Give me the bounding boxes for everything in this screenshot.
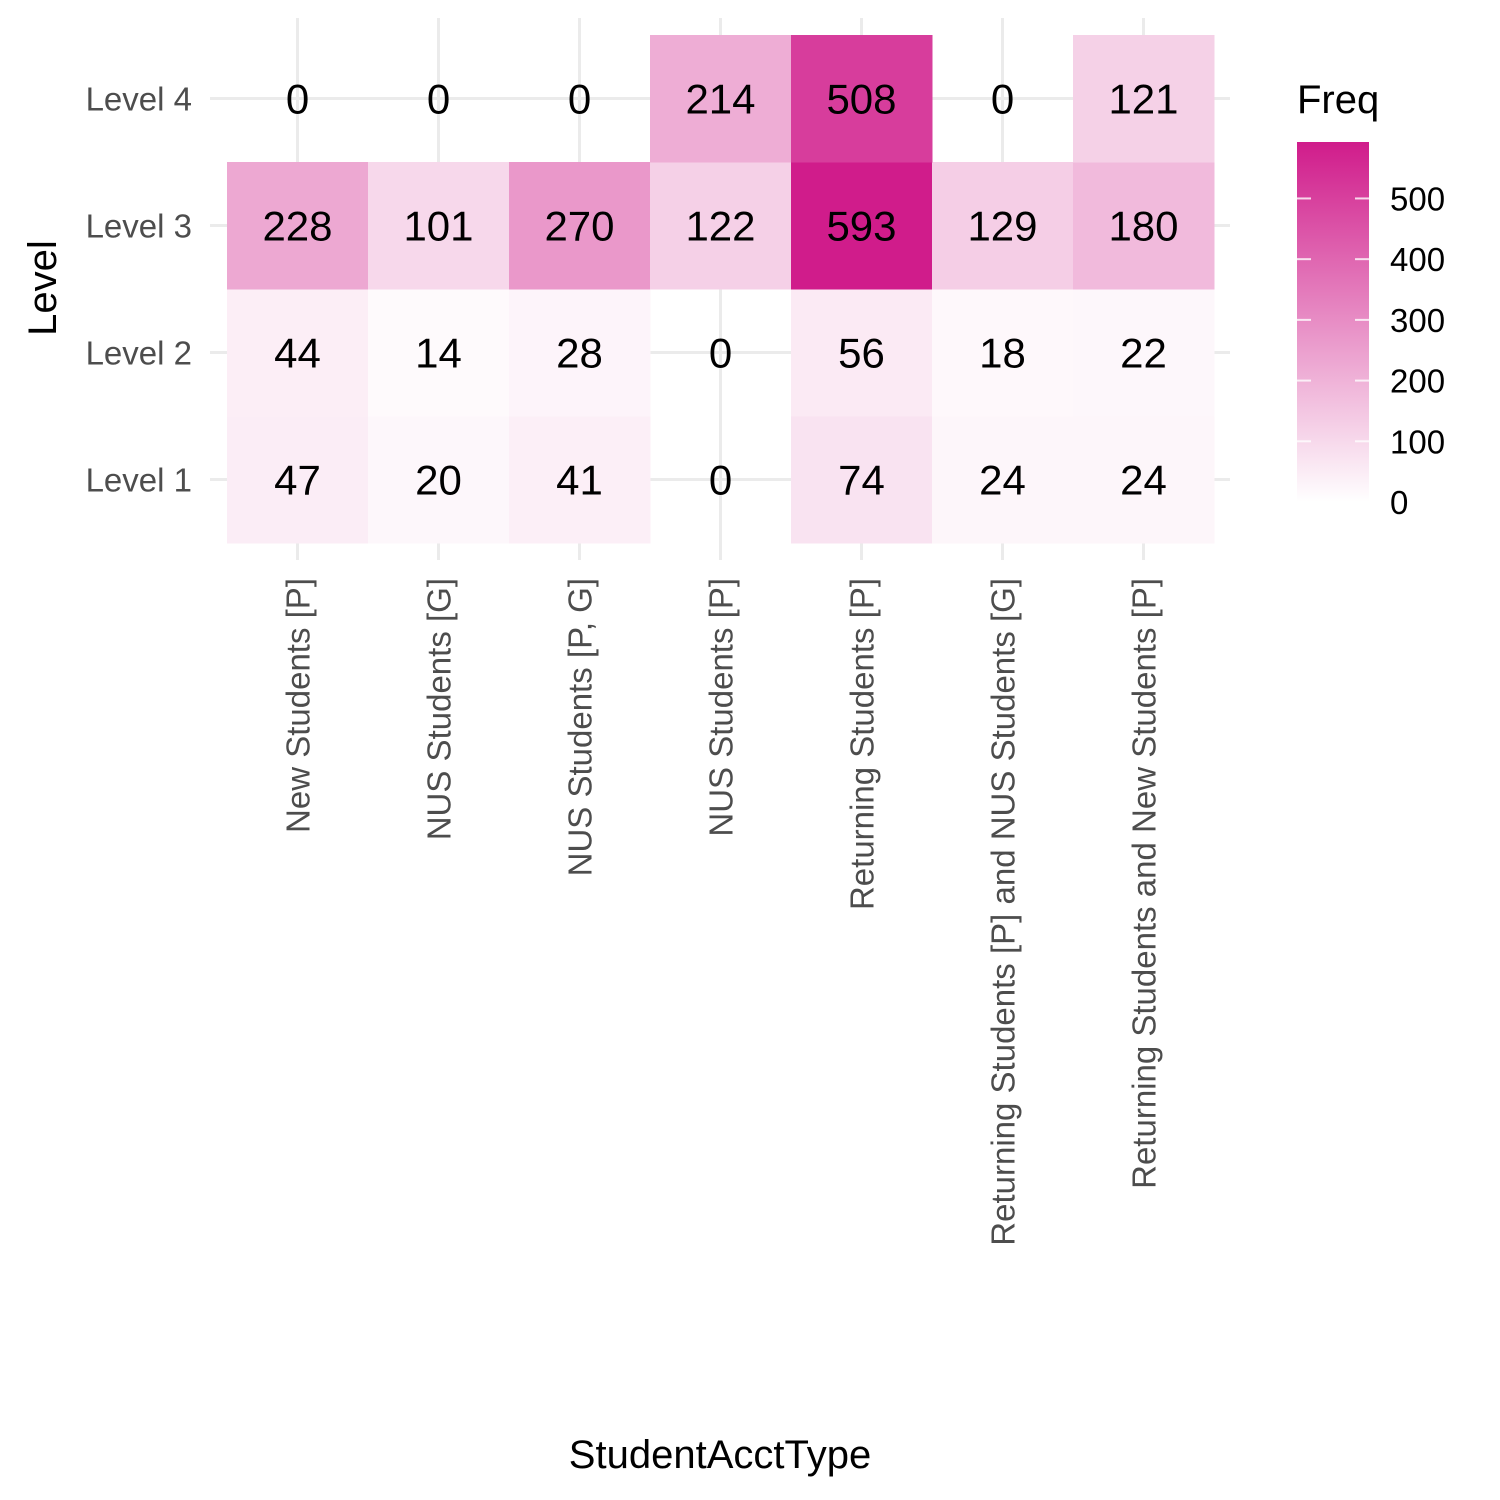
cell-value-label: 24 <box>1120 457 1167 504</box>
x-axis-title: StudentAcctType <box>569 1433 871 1477</box>
cell-value-label: 0 <box>709 330 732 377</box>
cell-value-label: 18 <box>979 330 1026 377</box>
heatmap-cell <box>1073 35 1215 163</box>
heatmap-cell <box>509 416 651 544</box>
heatmap-cell <box>1073 289 1215 417</box>
cell-value-label: 44 <box>274 330 321 377</box>
heatmap-cell <box>509 162 651 290</box>
cell-value-label: 0 <box>286 76 309 123</box>
legend-tick-label: 0 <box>1390 484 1408 521</box>
legend-tick-label: 100 <box>1390 423 1445 460</box>
cell-value-label: 0 <box>568 76 591 123</box>
x-tick-label: NUS Students [G] <box>421 578 458 840</box>
cell-value-label: 20 <box>415 457 462 504</box>
cell-value-label: 22 <box>1120 330 1167 377</box>
heatmap-cell <box>791 35 933 163</box>
heatmap-cell <box>227 162 369 290</box>
cell-value-label: 270 <box>544 203 614 250</box>
cell-value-label: 74 <box>838 457 885 504</box>
cell-value-label: 0 <box>427 76 450 123</box>
cell-value-label: 47 <box>274 457 321 504</box>
legend-colorbar <box>1297 142 1369 502</box>
heatmap-cells <box>227 35 1215 544</box>
x-tick-label: Returning Students [P] and NUS Students … <box>985 578 1022 1246</box>
heatmap-cell <box>932 162 1074 290</box>
cell-value-label: 56 <box>838 330 885 377</box>
legend-tick-label: 400 <box>1390 241 1445 278</box>
y-tick-label: Level 1 <box>86 462 192 499</box>
x-tick-label: New Students [P] <box>280 578 317 833</box>
heatmap-cell <box>368 289 510 417</box>
cell-value-label: 122 <box>685 203 755 250</box>
heatmap-cell <box>368 416 510 544</box>
cell-value-label: 129 <box>967 203 1037 250</box>
heatmap-cell <box>932 416 1074 544</box>
cell-value-label: 180 <box>1108 203 1178 250</box>
heatmap-cell <box>791 162 933 290</box>
cell-value-label: 0 <box>709 457 732 504</box>
x-tick-label: NUS Students [P] <box>703 578 740 837</box>
x-tick-label: Returning Students and New Students [P] <box>1126 578 1163 1189</box>
heatmap-cell <box>791 289 933 417</box>
legend-tick-label: 500 <box>1390 180 1445 217</box>
cell-value-label: 28 <box>556 330 603 377</box>
y-tick-label: Level 3 <box>86 208 192 245</box>
x-tick-label: NUS Students [P, G] <box>562 578 599 876</box>
x-tick-label: Returning Students [P] <box>844 578 881 910</box>
cell-value-label: 41 <box>556 457 603 504</box>
heatmap-cell <box>227 416 369 544</box>
legend-tick-label: 200 <box>1390 363 1445 400</box>
heatmap-cell <box>227 289 369 417</box>
heatmap-cell <box>791 416 933 544</box>
heatmap-cell <box>509 289 651 417</box>
y-axis-title: Level <box>21 240 65 336</box>
cell-value-label: 24 <box>979 457 1026 504</box>
heatmap-cell <box>932 289 1074 417</box>
cell-value-label: 14 <box>415 330 462 377</box>
heatmap-cell <box>368 162 510 290</box>
cell-value-label: 214 <box>685 76 755 123</box>
y-tick-label: Level 2 <box>86 335 192 372</box>
heatmap-cell <box>650 162 792 290</box>
x-axis-tick-labels: New Students [P] NUS Students [G] NUS Stud… <box>280 578 1163 1246</box>
heatmap-cell <box>1073 162 1215 290</box>
y-tick-label: Level 4 <box>86 81 192 118</box>
legend-tick-marks: 0 100 200 300 400 500 <box>1297 180 1445 521</box>
legend-tick-label: 300 <box>1390 302 1445 339</box>
color-legend: Freq 0 100 200 300 400 500 <box>1297 78 1445 521</box>
cell-value-label: 121 <box>1108 76 1178 123</box>
legend-title: Freq <box>1297 78 1379 122</box>
y-axis-tick-labels: Level 1 Level 2 Level 3 Level 4 <box>86 81 192 499</box>
heatmap-cell <box>1073 416 1215 544</box>
cell-value-label: 0 <box>991 76 1014 123</box>
cell-value-label: 593 <box>826 203 896 250</box>
heatmap-cell <box>650 35 792 163</box>
cell-value-label: 508 <box>826 76 896 123</box>
cell-value-label: 228 <box>262 203 332 250</box>
cell-value-label: 101 <box>403 203 473 250</box>
cell-value-labels: 47 20 41 0 74 24 24 44 14 28 0 56 18 22 228 101 270 122 59… <box>262 76 1178 504</box>
